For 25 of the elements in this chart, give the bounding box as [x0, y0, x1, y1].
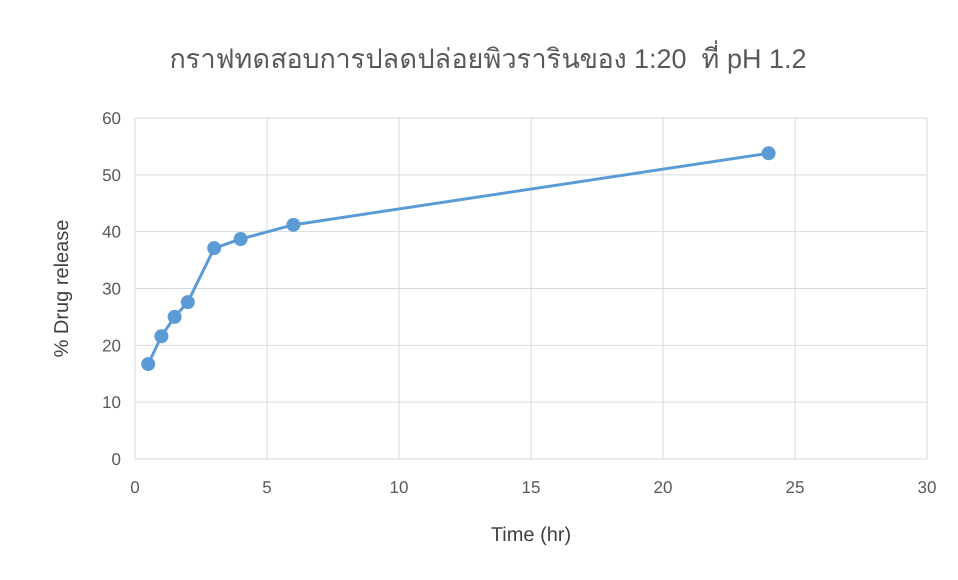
chart-title: กราฟทดสอบการปลดปล่อยพิวรารินของ 1:20 ที่ pH 1.2 — [169, 40, 807, 74]
y-tick-label: 10 — [102, 393, 121, 412]
x-tick-label: 25 — [786, 478, 804, 497]
point — [168, 310, 182, 324]
x-axis-title: Time (hr) — [490, 524, 572, 546]
x-tick-label: 5 — [262, 478, 272, 497]
x-tick-label: 10 — [390, 478, 408, 497]
x-tick-label: 0 — [130, 478, 140, 497]
point — [234, 232, 248, 246]
y-axis-title: % Drug release — [51, 220, 73, 358]
point — [207, 241, 222, 256]
point — [762, 146, 776, 160]
y-tick-label: 0 — [112, 450, 121, 469]
y-tick-label: 20 — [102, 336, 121, 356]
point — [180, 295, 195, 310]
y-tick-label: 40 — [102, 222, 121, 242]
point — [141, 357, 156, 372]
x-tick-label: 15 — [522, 478, 540, 497]
y-tick-label: 50 — [102, 166, 121, 185]
y-tick-label: 30 — [102, 280, 121, 298]
x-tick-label: 30 — [918, 478, 936, 497]
y-tick-label: 60 — [102, 109, 121, 128]
point — [154, 329, 168, 344]
point — [286, 218, 300, 232]
x-tick-label: 20 — [654, 478, 672, 497]
